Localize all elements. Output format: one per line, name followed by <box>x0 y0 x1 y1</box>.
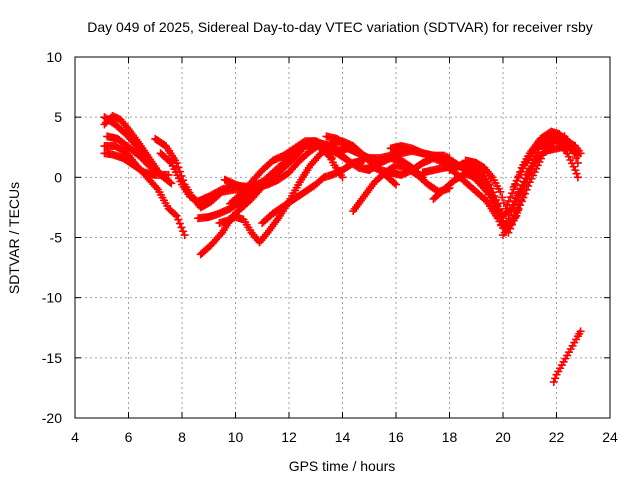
data-point <box>145 162 154 171</box>
data-point <box>174 215 183 224</box>
data-point <box>338 173 347 182</box>
data-point <box>573 173 582 182</box>
x-tick-label: 4 <box>71 429 79 445</box>
data-point <box>501 204 510 213</box>
data-point <box>511 207 520 216</box>
data-point <box>572 154 581 163</box>
data-point <box>175 219 184 228</box>
y-tick-label: 10 <box>46 49 62 65</box>
data-point <box>522 180 531 189</box>
series-track-03 <box>100 111 176 188</box>
data-point <box>523 174 532 183</box>
data-point <box>505 206 514 215</box>
x-axis-title: GPS time / hours <box>289 458 396 474</box>
chart-title: Day 049 of 2025, Sidereal Day-to-day VTE… <box>87 19 593 35</box>
data-point <box>525 169 534 178</box>
x-tick-label: 14 <box>335 429 351 445</box>
y-tick-label: -15 <box>42 350 62 366</box>
data-point <box>576 327 585 336</box>
x-tick-label: 16 <box>388 429 404 445</box>
data-point <box>495 211 504 220</box>
data-point <box>551 374 560 383</box>
y-tick-label: -5 <box>50 230 63 246</box>
data-point <box>174 163 183 172</box>
x-tick-label: 18 <box>442 429 458 445</box>
x-tick-label: 8 <box>178 429 186 445</box>
data-point <box>518 190 527 199</box>
data-point <box>506 193 515 202</box>
y-tick-label: -20 <box>42 410 62 426</box>
data-point <box>497 212 506 221</box>
data-point <box>515 199 524 208</box>
data-point <box>572 169 581 178</box>
data-point <box>549 377 558 386</box>
data-point <box>508 189 517 198</box>
series-track-05 <box>103 132 154 171</box>
data-point <box>481 181 490 190</box>
data-point <box>180 231 189 240</box>
y-tick-label: 0 <box>54 169 62 185</box>
data-point <box>390 179 399 188</box>
data-point <box>216 230 225 239</box>
series-track-23 <box>509 132 580 191</box>
data-markers <box>100 111 585 386</box>
data-point <box>496 187 505 196</box>
data-point <box>571 166 580 175</box>
data-point <box>576 149 585 158</box>
data-point <box>165 178 174 187</box>
data-point <box>151 167 160 176</box>
axis-ticks <box>74 56 611 419</box>
data-point <box>392 180 400 189</box>
data-point <box>497 221 506 230</box>
data-point <box>510 211 519 220</box>
series-track-02 <box>100 142 189 240</box>
y-tick-label: -10 <box>42 290 62 306</box>
series-track-21 <box>429 169 524 240</box>
data-point <box>177 223 186 232</box>
x-tick-label: 6 <box>125 429 133 445</box>
data-point <box>172 211 181 220</box>
data-point <box>493 202 502 211</box>
data-point <box>144 160 153 169</box>
data-point <box>508 215 517 224</box>
data-point <box>571 146 580 155</box>
series-track-04 <box>100 113 160 176</box>
data-point <box>504 196 513 205</box>
data-point <box>520 185 529 194</box>
y-tick-label: 5 <box>54 109 62 125</box>
x-tick-label: 24 <box>602 429 618 445</box>
data-point <box>165 157 174 166</box>
x-tick-label: 10 <box>228 429 244 445</box>
data-point <box>167 179 176 188</box>
series-track-24 <box>549 327 585 386</box>
data-point <box>498 193 507 202</box>
y-axis-tick-labels: -20 -15 -10 -5 0 5 10 <box>42 49 62 426</box>
x-axis-tick-labels: 4 6 8 10 12 14 16 18 20 22 24 <box>71 429 618 445</box>
series-track-14 <box>301 139 427 182</box>
x-tick-label: 12 <box>281 429 297 445</box>
data-point <box>503 200 512 209</box>
data-point <box>507 219 516 228</box>
data-point <box>526 164 535 173</box>
data-point <box>171 210 180 219</box>
data-point <box>152 183 161 192</box>
data-point <box>513 203 522 212</box>
y-axis-title: SDTVAR / TECUs <box>6 182 22 294</box>
x-tick-label: 22 <box>549 429 565 445</box>
data-point <box>179 227 188 236</box>
data-point <box>327 154 336 163</box>
x-tick-label: 20 <box>495 429 511 445</box>
